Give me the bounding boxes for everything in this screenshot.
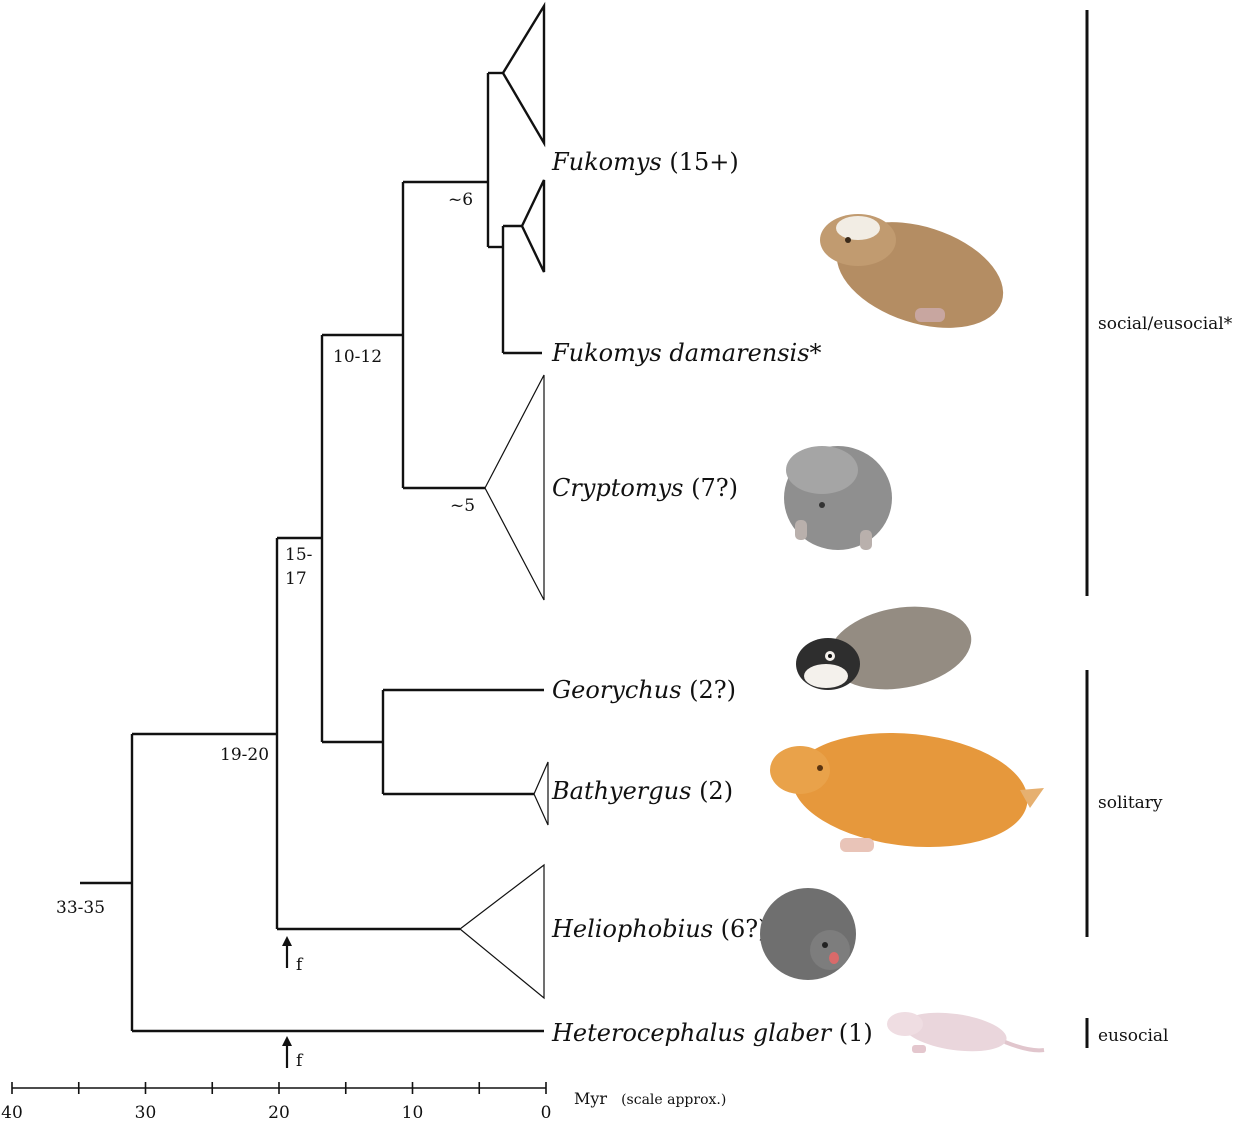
taxon-heterocephalus: Heterocephalus glaber (1) — [551, 1019, 873, 1047]
taxon-bathyergus: Bathyergus (2) — [551, 777, 733, 805]
taxon-fukomys: Fukomys (15+) — [551, 148, 739, 176]
fossil-label: f — [296, 955, 304, 975]
tick-label-20: 20 — [268, 1103, 290, 1123]
naked-mole-rat — [887, 1012, 1045, 1053]
node-age-labels: 33-35 19-20 15- 17 10-12 ~6 ~5 — [56, 190, 475, 918]
group-label-social: social/eusocial* — [1098, 314, 1233, 334]
heliophobius-mole-rat — [760, 888, 856, 980]
tick-label-10: 10 — [402, 1103, 424, 1123]
georychus-mole-rat — [796, 606, 972, 690]
clade-fukomys-small — [520, 179, 546, 273]
node-age-19-20: 19-20 — [220, 745, 269, 765]
taxon-georychus: Georychus (2?) — [552, 676, 736, 704]
taxon-fukomys-damarensis: Fukomys damarensis* — [551, 339, 822, 367]
clade-heliophobius — [459, 863, 545, 1000]
axis-ticks — [11, 1082, 547, 1094]
tick-label-30: 30 — [135, 1103, 157, 1123]
taxon-heliophobius: Heliophobius (6?) — [551, 915, 768, 943]
taxon-cryptomys: Cryptomys (7?) — [552, 474, 738, 502]
fossil-marker-heterocephalus: f — [282, 1036, 304, 1071]
tick-label-0: 0 — [541, 1103, 552, 1123]
fossil-label: f — [296, 1051, 304, 1071]
node-age-15-17-b: 17 — [285, 569, 307, 589]
node-age-15-17-a: 15- — [285, 545, 312, 565]
node-age-5: ~5 — [450, 496, 475, 516]
group-brackets: social/eusocial* solitary eusocial — [1085, 10, 1233, 1048]
clade-fukomys-upper — [501, 1, 546, 148]
tick-label-40: 40 — [1, 1103, 23, 1123]
fukomys-mole-rat — [820, 214, 1004, 328]
time-axis: 40 30 20 10 0 Myr (scale approx.) — [1, 1082, 726, 1123]
tree-branches — [80, 71, 544, 1033]
arrow-head-icon — [282, 936, 292, 946]
bathyergus-mole-rat — [770, 732, 1044, 852]
node-age-10-12: 10-12 — [333, 347, 382, 367]
axis-unit: Myr (scale approx.) — [574, 1089, 726, 1108]
group-label-solitary: solitary — [1098, 793, 1163, 813]
group-label-eusocial: eusocial — [1098, 1026, 1169, 1046]
node-age-root: 33-35 — [56, 898, 105, 918]
clade-bathyergus — [533, 761, 549, 826]
cryptomys-mole-rat — [784, 446, 892, 550]
node-age-6: ~6 — [448, 190, 473, 210]
fossil-marker-heliophobius: f — [282, 936, 304, 975]
collapsed-clades — [459, 1, 549, 1000]
clade-cryptomys — [484, 374, 545, 601]
arrow-head-icon — [282, 1036, 292, 1046]
taxon-labels: Fukomys (15+) Fukomys damarensis* Crypto… — [551, 148, 873, 1047]
